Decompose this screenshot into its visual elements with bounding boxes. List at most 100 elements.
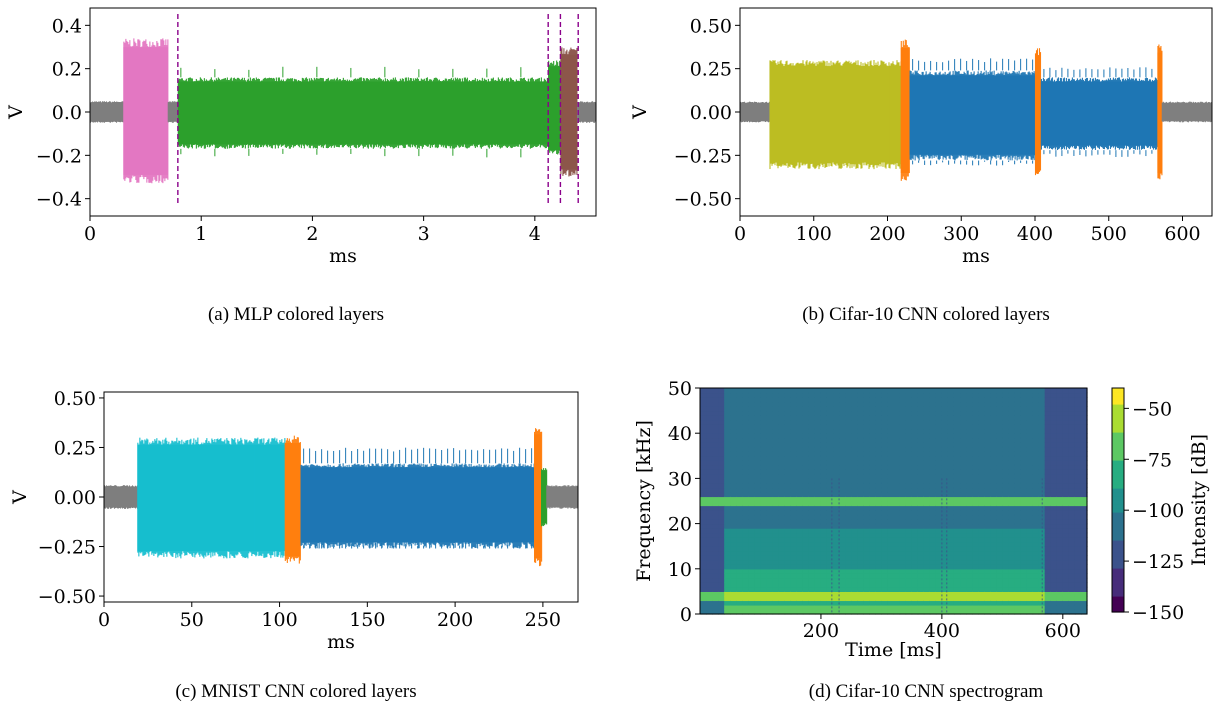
spectrogram-cell (820, 473, 828, 479)
spectrogram-cell (923, 600, 931, 606)
spectrogram-cell (996, 491, 1003, 498)
spectrogram-cell (766, 550, 774, 556)
spectrogram-cell (929, 397, 937, 403)
spectrogram-cell (718, 573, 725, 579)
spectrogram-cell (706, 582, 713, 588)
spectrogram-cell (826, 523, 834, 529)
spectrogram-cell (1008, 410, 1016, 416)
spectrogram-cell (960, 514, 967, 520)
spectrogram-cell (802, 501, 810, 507)
spectrogram-cell (790, 546, 798, 552)
spectrogram-cell (748, 510, 756, 516)
spectrogram-cell (899, 550, 907, 556)
spectrogram-cell (1032, 388, 1040, 394)
spectrogram-cell (911, 532, 919, 538)
spectrogram-cell (1074, 501, 1082, 507)
spectrogram-cell (851, 392, 858, 398)
spectrogram-cell (899, 491, 907, 498)
spectrogram-cell (1020, 591, 1028, 597)
spectrogram-cell (929, 433, 937, 439)
spectrogram-cell (712, 442, 719, 448)
spectrogram-cell (772, 401, 780, 407)
spectrogram-cell (1074, 510, 1082, 516)
spectrogram-cell (990, 388, 997, 394)
spectrogram-cell (941, 523, 949, 529)
spectrogram-cell (712, 609, 719, 615)
spectrogram-cell (748, 451, 756, 457)
spectrogram-cell (960, 582, 967, 588)
spectrogram-cell (742, 424, 749, 430)
spectrogram-cell (724, 609, 731, 615)
spectrogram-cell (724, 591, 731, 597)
signal-segment-6 (577, 101, 596, 123)
spectrogram-cell (1080, 410, 1088, 416)
spectrogram-cell (929, 469, 937, 475)
spectrogram-cell (851, 487, 858, 493)
spectrogram-cell (1050, 442, 1058, 448)
spectrogram-cell (1068, 510, 1076, 516)
spectrogram-cell (796, 568, 804, 574)
spectrogram-cell (814, 473, 822, 479)
spectrogram-cell (984, 410, 991, 416)
spectrogram-cell (905, 487, 913, 493)
spectrogram-cell (984, 397, 991, 403)
spectrogram-cell (881, 487, 889, 493)
spectrogram-cell (712, 491, 719, 498)
spectrogram-cell (772, 433, 780, 439)
spectrogram-cell (990, 577, 997, 583)
spectrogram-cell (966, 464, 973, 470)
spectrogram-cell (869, 433, 876, 439)
spectrogram-cell (796, 455, 804, 461)
spectrogram-cell (766, 510, 774, 516)
spectrogram-cell (826, 573, 834, 579)
spectrogram-cell (905, 473, 913, 479)
spectrogram-cell (887, 446, 895, 452)
chart-a: 0 1 2 3 4 −0.4 −0.2 0.0 0.2 0.4 ms V (0, 0, 600, 280)
spectrogram-cell (808, 424, 816, 430)
spectrogram-cell (851, 586, 858, 592)
spectrogram-cell (808, 419, 816, 425)
spectrogram-cell (887, 451, 895, 457)
spectrogram-cell (869, 532, 876, 538)
spectrogram-cell (935, 496, 943, 502)
spectrogram-cell (911, 491, 919, 498)
spectrogram-cell (748, 600, 756, 606)
spectrogram-cell (953, 582, 961, 588)
spectrogram-cell (1050, 505, 1058, 511)
spectrogram-cell (1032, 424, 1040, 430)
spectrogram-cell (845, 446, 852, 452)
spectrogram-cell (796, 442, 804, 448)
spectrogram-cell (923, 478, 931, 484)
spectrogram-cell (1020, 415, 1028, 421)
spectrogram-cell (911, 519, 919, 525)
spectrogram-cell (978, 392, 985, 398)
spectrogram-cell (724, 455, 731, 461)
spectrogram-cell (941, 469, 949, 475)
spectrogram-cell (1050, 392, 1058, 398)
spectrogram-cell (863, 451, 870, 457)
spectrogram-cell (893, 482, 901, 489)
spectrogram-cell (978, 491, 985, 498)
spectrogram-cell (972, 410, 979, 416)
spectrogram-cell (996, 478, 1003, 484)
spectrogram-cell (881, 582, 889, 588)
spectrogram-cell (863, 401, 870, 407)
spectrogram-cell (978, 473, 985, 479)
spectrogram-cell (820, 595, 828, 602)
spectrogram-cell (863, 523, 870, 529)
spectrogram-cell (802, 406, 810, 412)
spectrogram-cell (754, 455, 762, 461)
spectrogram-cell (978, 555, 985, 561)
spectrogram-cell (760, 455, 768, 461)
signal-segment-7 (1161, 101, 1212, 123)
spectrogram-cell (778, 609, 786, 615)
spectrogram-cell (947, 446, 955, 452)
spectrogram-cell (972, 388, 979, 394)
spectrogram-cell (935, 419, 943, 425)
spectrogram-cell (826, 478, 834, 484)
spectrogram-cell (978, 586, 985, 592)
spectrogram-cell (736, 455, 743, 461)
spectrogram-cell (1050, 469, 1058, 475)
spectrogram-cell (826, 577, 834, 583)
spectrogram-cell (887, 577, 895, 583)
